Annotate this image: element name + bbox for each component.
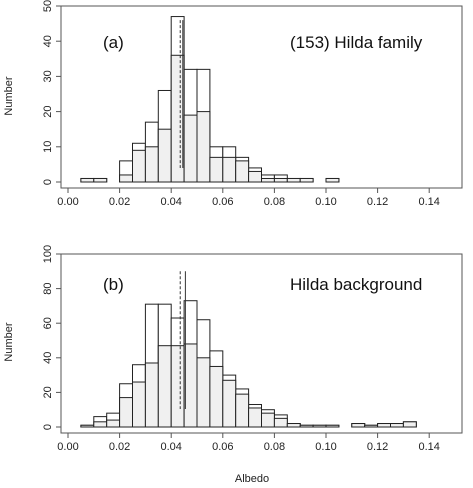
panel-b-bar-filled bbox=[248, 407, 263, 428]
panel-a-x-tick-label: 0.08 bbox=[264, 196, 285, 208]
panel-a-y-axis-label: Number bbox=[3, 76, 15, 115]
panel-b-x-tick-label: 0.08 bbox=[264, 441, 285, 453]
panel-b-bar-filled bbox=[93, 421, 108, 428]
panel-b-bar-filled bbox=[402, 421, 417, 428]
panel-a-bar-filled bbox=[132, 149, 146, 183]
panel-b-x-tick-label: 0.10 bbox=[315, 441, 336, 453]
panel-b-bar-filled bbox=[261, 412, 275, 428]
panel-b-bar-filled bbox=[390, 423, 404, 428]
panel-b-bar-filled bbox=[286, 423, 301, 428]
panel-a-bar-filled bbox=[157, 128, 172, 183]
panel-b-y-axis-label: Number bbox=[3, 322, 15, 361]
panel-a-x-tick-label: 0.00 bbox=[57, 196, 78, 208]
panel-a-bar-filled bbox=[196, 111, 211, 183]
panel-b-bar-filled bbox=[377, 423, 392, 428]
panel-b-y-tick-label: 100 bbox=[42, 245, 54, 263]
panel-a-annotation: (153) Hilda family bbox=[290, 33, 423, 52]
panel-a-y-tick-label: 0 bbox=[42, 179, 54, 185]
panel-a-x-tick-label: 0.04 bbox=[160, 196, 181, 208]
panel-b-y-tick-label: 80 bbox=[42, 282, 54, 294]
panel-b-y-tick-label: 60 bbox=[42, 317, 54, 329]
panel-b-bar-filled bbox=[170, 345, 185, 428]
panel-a-bar-filled bbox=[170, 54, 185, 183]
panel-a-frame bbox=[60, 5, 463, 189]
panel-a-bar-filled bbox=[209, 156, 224, 183]
panel-a-bar-filled bbox=[235, 160, 250, 183]
panel-b-frame bbox=[60, 253, 463, 434]
panel-b-bar-filled bbox=[183, 343, 198, 428]
panel-a-bar-filled bbox=[286, 177, 301, 183]
panel-b-x-tick-label: 0.04 bbox=[160, 441, 181, 453]
panel-a-bar-filled bbox=[299, 177, 314, 183]
panel-b-y-tick-label: 0 bbox=[42, 424, 54, 430]
panel-b-bar-filled bbox=[351, 423, 366, 428]
panel-b-x-tick-label: 0.12 bbox=[367, 441, 388, 453]
panel-b-bar-filled bbox=[119, 397, 133, 428]
panel-a-bar-filled bbox=[93, 177, 108, 183]
panel-b-bar-filled bbox=[325, 424, 340, 428]
panel-b-x-tick-label: 0.02 bbox=[109, 441, 130, 453]
panel-b-group: 0.00 0.02 0.04 0.06 0.08 0.10 0.12 0.14 0 20 40 60 8… bbox=[42, 245, 463, 453]
panel-b-y-tick-label: 20 bbox=[42, 386, 54, 398]
panel-b-bar-filled bbox=[196, 357, 211, 428]
x-axis-label: Albedo bbox=[235, 473, 269, 485]
panel-b-y-tick-label: 40 bbox=[42, 352, 54, 364]
panel-b-bar-filled bbox=[144, 362, 159, 428]
panel-b-bar-filled bbox=[80, 424, 95, 428]
panel-b-bar-filled bbox=[312, 424, 327, 428]
panel-a-y-tick-label: 40 bbox=[42, 35, 54, 47]
panel-a-y-tick-label: 10 bbox=[42, 141, 54, 153]
panel-a-bar-filled bbox=[119, 174, 133, 183]
panel-b-bar-filled bbox=[157, 345, 172, 428]
panel-a-group: 0.00 0.02 0.04 0.06 0.08 0.10 0.12 0.14 0 10 20 30 4… bbox=[42, 0, 463, 208]
panel-a-x-tick-label: 0.02 bbox=[109, 196, 130, 208]
panel-b-bar-filled bbox=[222, 379, 237, 428]
panel-b-bar-filled bbox=[273, 417, 288, 428]
panel-b-bar-filled bbox=[106, 419, 121, 428]
panel-a-y-tick-label: 30 bbox=[42, 70, 54, 82]
panel-a-y-tick-label: 20 bbox=[42, 105, 54, 117]
panel-a-bar-filled bbox=[144, 146, 159, 183]
panel-b-bar-filled bbox=[299, 424, 314, 428]
panel-a-bar-filled bbox=[80, 177, 95, 183]
panel-a-x-tick-label: 0.14 bbox=[418, 196, 439, 208]
panel-b-bar-filled bbox=[364, 424, 379, 428]
panel-b-bar-filled bbox=[235, 393, 250, 428]
panel-a-bar-filled bbox=[325, 177, 340, 183]
panel-a-label: (a) bbox=[103, 33, 124, 52]
panel-a-bar-filled bbox=[183, 114, 198, 183]
panel-b-bar-filled bbox=[209, 365, 224, 428]
panel-b-bar-filled bbox=[132, 381, 146, 428]
panel-b-x-tick-label: 0.00 bbox=[57, 441, 78, 453]
panel-b-label: (b) bbox=[103, 275, 124, 294]
panel-b-x-tick-label: 0.14 bbox=[418, 441, 439, 453]
panel-b-annotation: Hilda background bbox=[290, 275, 422, 294]
panel-a-bar-filled bbox=[222, 156, 237, 183]
panel-a-x-tick-label: 0.12 bbox=[367, 196, 388, 208]
panel-a-bar-filled bbox=[273, 177, 288, 183]
panel-a-y-tick-label: 50 bbox=[42, 0, 54, 12]
panel-a-bar-filled bbox=[248, 170, 263, 183]
panel-a-x-tick-label: 0.10 bbox=[315, 196, 336, 208]
panel-a-bar-filled bbox=[261, 177, 275, 183]
panel-a-x-tick-label: 0.06 bbox=[212, 196, 233, 208]
panel-b-x-tick-label: 0.06 bbox=[212, 441, 233, 453]
